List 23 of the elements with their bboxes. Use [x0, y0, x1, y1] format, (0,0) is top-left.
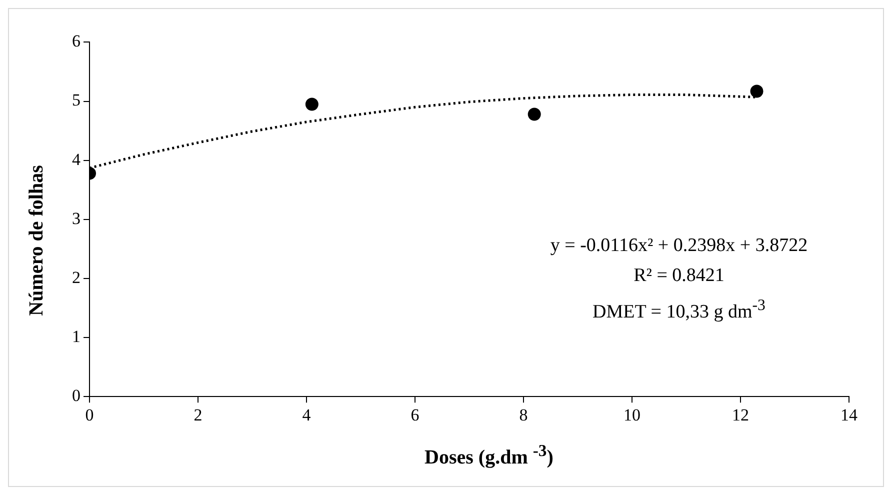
- x-axis-title: Doses (g.dm $^{-3}$): [424, 441, 554, 470]
- y-tick-label: 6: [72, 32, 80, 51]
- x-tick-label: 4: [302, 405, 312, 424]
- x-tick-label: 14: [840, 405, 858, 424]
- annotation: R² = 0.8421: [632, 264, 726, 288]
- x-tick-label: 0: [85, 405, 94, 424]
- y-axis-title: Número de folhas: [26, 165, 48, 316]
- annotation: DMET = 10,33 g dm$^{-3}$: [592, 296, 766, 324]
- point: [528, 108, 541, 121]
- x-tick-label: 12: [732, 405, 749, 424]
- x-tick-label: 10: [624, 405, 640, 424]
- y-tick-label: 1: [72, 327, 80, 346]
- x-tick-label: 8: [519, 405, 528, 424]
- point: [305, 98, 318, 111]
- y-tick-label: 0: [72, 386, 80, 406]
- y-tick-label: 4: [72, 150, 81, 169]
- x-tick-label: 6: [410, 405, 420, 424]
- x-tick-label: 2: [194, 405, 202, 424]
- y-tick-label: 2: [72, 268, 80, 287]
- y-tick-label: 3: [72, 208, 80, 228]
- y-tick-label: 5: [72, 90, 80, 110]
- point: [750, 84, 764, 98]
- annotation: y = -0.0116x² + 0.2398x + 3.8722: [549, 234, 809, 258]
